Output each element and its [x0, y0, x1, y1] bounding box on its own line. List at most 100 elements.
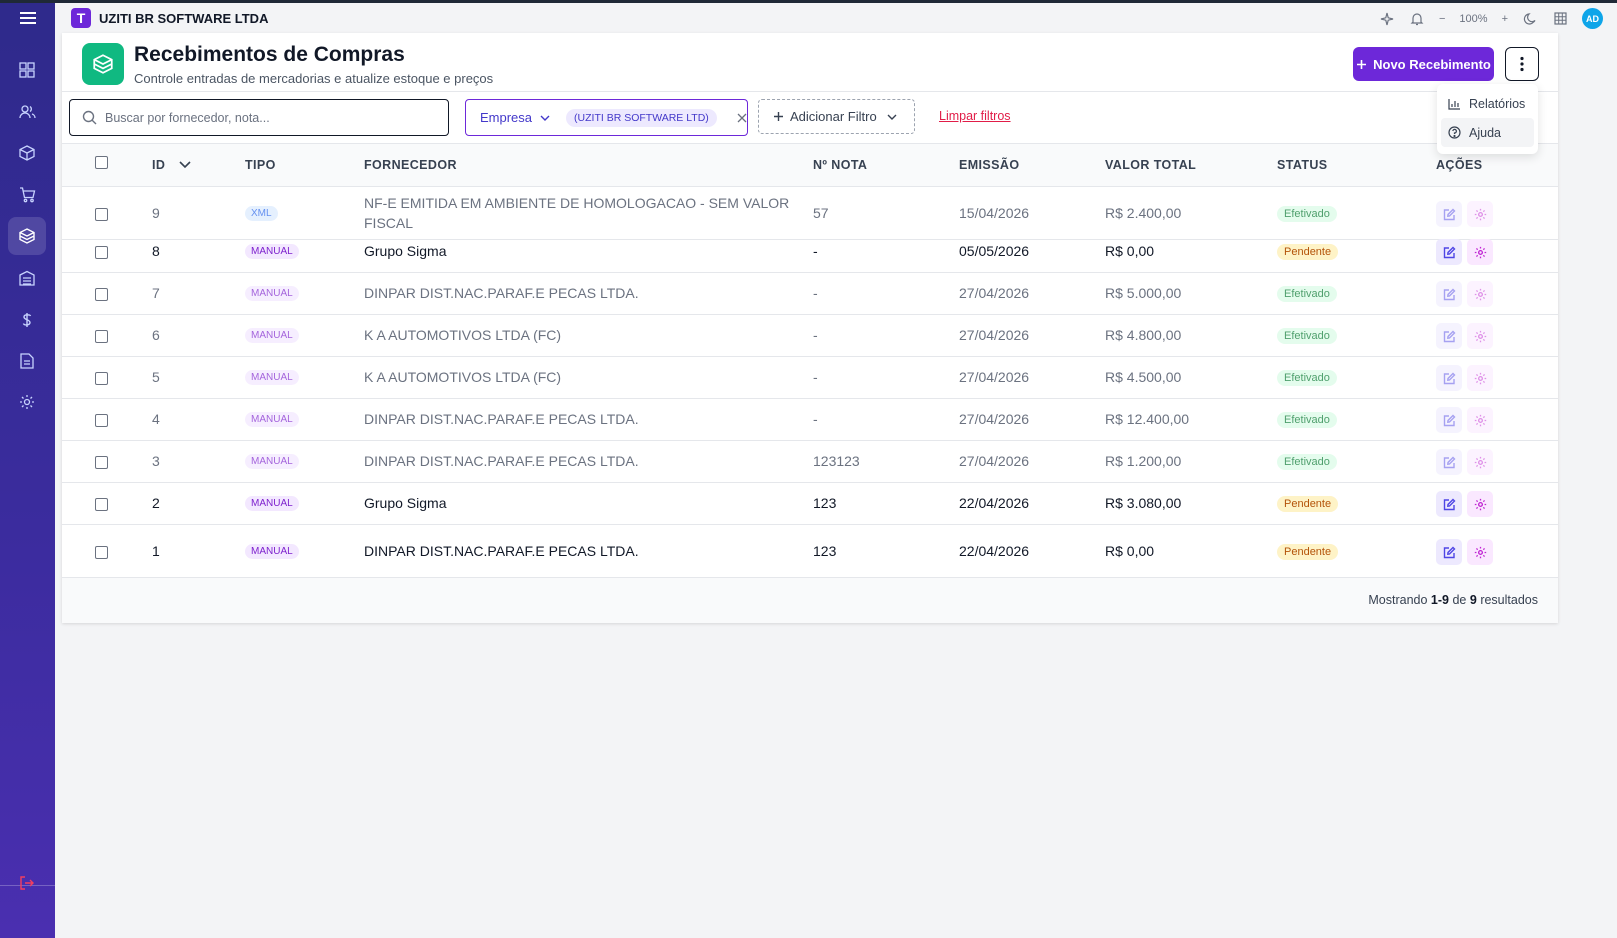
table-row[interactable]: 9 XML NF-E EMITIDA EM AMBIENTE DE HOMOLOGA…	[62, 188, 1558, 240]
brand[interactable]: T UZITI BR SOFTWARE LTDA	[71, 8, 268, 28]
table-row[interactable]: 3 MANUAL DINPAR DIST.NAC.PARAF.E PECAS LTD…	[62, 441, 1558, 483]
hamburger-icon	[19, 12, 36, 24]
edit-icon	[1443, 498, 1455, 510]
plus-icon	[774, 112, 783, 121]
sidebar-item-dashboard[interactable]	[8, 51, 46, 89]
column-header-status: STATUS	[1277, 158, 1328, 172]
column-header-nota: Nº NOTA	[813, 158, 868, 172]
sidebar-item-purchases[interactable]	[8, 176, 46, 214]
row-checkbox[interactable]	[95, 546, 108, 559]
row-checkbox[interactable]	[95, 414, 108, 427]
cell-fornecedor-line2: FISCAL	[364, 215, 414, 231]
cell-id: 9	[152, 205, 160, 221]
search-box[interactable]	[69, 99, 449, 136]
cell-emissao: 22/04/2026	[959, 543, 1030, 559]
cell-valor: R$ 0,00	[1105, 243, 1155, 259]
cell-valor: R$ 3.080,00	[1105, 495, 1182, 511]
settings-button[interactable]	[1467, 539, 1493, 565]
tipo-badge: MANUAL	[245, 370, 299, 385]
sidebar-item-products[interactable]	[8, 134, 46, 172]
settings-button[interactable]	[1467, 239, 1493, 265]
column-header-id[interactable]: ID	[152, 158, 191, 172]
sidebar-divider	[0, 885, 55, 886]
edit-button[interactable]	[1436, 365, 1462, 391]
table-row[interactable]: 2 MANUAL Grupo Sigma 123 22/04/2026 R$ 3.080,…	[62, 483, 1558, 525]
sidebar-item-warehouse[interactable]	[8, 259, 46, 297]
more-options-button[interactable]	[1505, 47, 1539, 81]
company-name: UZITI BR SOFTWARE LTDA	[99, 10, 269, 26]
table-footer: Mostrando 1-9 de 9 resultados	[62, 578, 1558, 623]
moon-icon[interactable]	[1522, 11, 1538, 27]
settings-button[interactable]	[1467, 491, 1493, 517]
settings-button[interactable]	[1467, 281, 1493, 307]
table-row[interactable]: 5 MANUAL K A AUTOMOTIVOS LTDA (FC) - 27/04/2…	[62, 357, 1558, 399]
cell-emissao: 27/04/2026	[959, 327, 1030, 343]
settings-button[interactable]	[1467, 201, 1493, 227]
sparkle-icon[interactable]	[1379, 11, 1395, 27]
gear-icon	[1474, 330, 1486, 342]
edit-icon	[1443, 372, 1455, 384]
menu-item-reports[interactable]: Relatórios	[1441, 89, 1534, 118]
edit-button[interactable]	[1436, 491, 1462, 517]
table-row[interactable]: 6 MANUAL K A AUTOMOTIVOS LTDA (FC) - 27/04/2…	[62, 315, 1558, 357]
bell-icon[interactable]	[1409, 11, 1425, 27]
clear-filters-link[interactable]: Limpar filtros	[939, 109, 1011, 123]
add-filter-button[interactable]: Adicionar Filtro	[758, 99, 915, 134]
column-header-fornecedor: FORNECEDOR	[364, 158, 457, 172]
edit-button[interactable]	[1436, 323, 1462, 349]
row-checkbox[interactable]	[95, 208, 108, 221]
gear-icon	[1474, 414, 1486, 426]
gear-icon	[1474, 208, 1486, 220]
settings-button[interactable]	[1467, 407, 1493, 433]
table-row[interactable]: 4 MANUAL DINPAR DIST.NAC.PARAF.E PECAS LTD…	[62, 399, 1558, 441]
zoom-in-button[interactable]: +	[1501, 12, 1508, 25]
settings-button[interactable]	[1467, 323, 1493, 349]
row-checkbox[interactable]	[95, 246, 108, 259]
edit-button[interactable]	[1436, 449, 1462, 475]
cell-fornecedor: NF-E EMITIDA EM AMBIENTE DE HOMOLOGACAO …	[364, 195, 790, 211]
row-checkbox[interactable]	[95, 372, 108, 385]
edit-button[interactable]	[1436, 539, 1462, 565]
sidebar-item-settings[interactable]	[8, 383, 46, 421]
table-header: ID TIPO FORNECEDOR Nº NOTA EMISSÃO VALOR…	[62, 143, 1558, 187]
edit-button[interactable]	[1436, 407, 1462, 433]
status-badge: Efetivado	[1277, 412, 1337, 428]
edit-button[interactable]	[1436, 239, 1462, 265]
row-checkbox[interactable]	[95, 288, 108, 301]
edit-button[interactable]	[1436, 281, 1462, 307]
new-receipt-button[interactable]: Novo Recebimento	[1353, 47, 1494, 81]
avatar[interactable]: AD	[1582, 8, 1603, 29]
row-checkbox[interactable]	[95, 498, 108, 511]
table-row[interactable]: 7 MANUAL DINPAR DIST.NAC.PARAF.E PECAS LTD…	[62, 273, 1558, 315]
cell-fornecedor: DINPAR DIST.NAC.PARAF.E PECAS LTDA.	[364, 543, 639, 559]
empresa-filter[interactable]: Empresa (UZITI BR SOFTWARE LTD)	[465, 99, 748, 136]
select-all-checkbox[interactable]	[95, 156, 108, 169]
cell-id: 8	[152, 243, 160, 259]
search-input[interactable]	[105, 110, 425, 125]
logout-button[interactable]	[8, 864, 46, 902]
cell-valor: R$ 2.400,00	[1105, 205, 1182, 221]
row-checkbox[interactable]	[95, 456, 108, 469]
cell-valor: R$ 12.400,00	[1105, 411, 1190, 427]
settings-button[interactable]	[1467, 449, 1493, 475]
table-row[interactable]: 1 MANUAL DINPAR DIST.NAC.PARAF.E PECAS LTD…	[62, 525, 1558, 578]
sidebar-item-finance[interactable]	[8, 301, 46, 339]
menu-toggle-button[interactable]	[0, 3, 55, 33]
sidebar-item-receiving[interactable]	[8, 217, 46, 255]
pagination-total: 9	[1469, 593, 1477, 607]
sidebar-item-documents[interactable]	[8, 342, 46, 380]
zoom-out-button[interactable]: −	[1438, 12, 1446, 25]
table-row[interactable]: 8 MANUAL Grupo Sigma - 05/05/2026 R$ 0,00 Pend…	[62, 231, 1558, 273]
cell-nota: 123123	[813, 453, 860, 469]
cell-valor: R$ 5.000,00	[1105, 285, 1182, 301]
settings-button[interactable]	[1467, 365, 1493, 391]
row-checkbox[interactable]	[95, 330, 108, 343]
sidebar-item-users[interactable]	[8, 93, 46, 131]
receiving-icon	[19, 228, 35, 244]
clear-empresa-filter-button[interactable]	[737, 110, 747, 126]
cell-fornecedor: DINPAR DIST.NAC.PARAF.E PECAS LTDA.	[364, 453, 639, 469]
edit-button[interactable]	[1436, 201, 1462, 227]
chevron-down-icon	[540, 115, 550, 121]
grid-icon[interactable]	[1552, 11, 1568, 27]
menu-item-help[interactable]: Ajuda	[1441, 118, 1534, 147]
